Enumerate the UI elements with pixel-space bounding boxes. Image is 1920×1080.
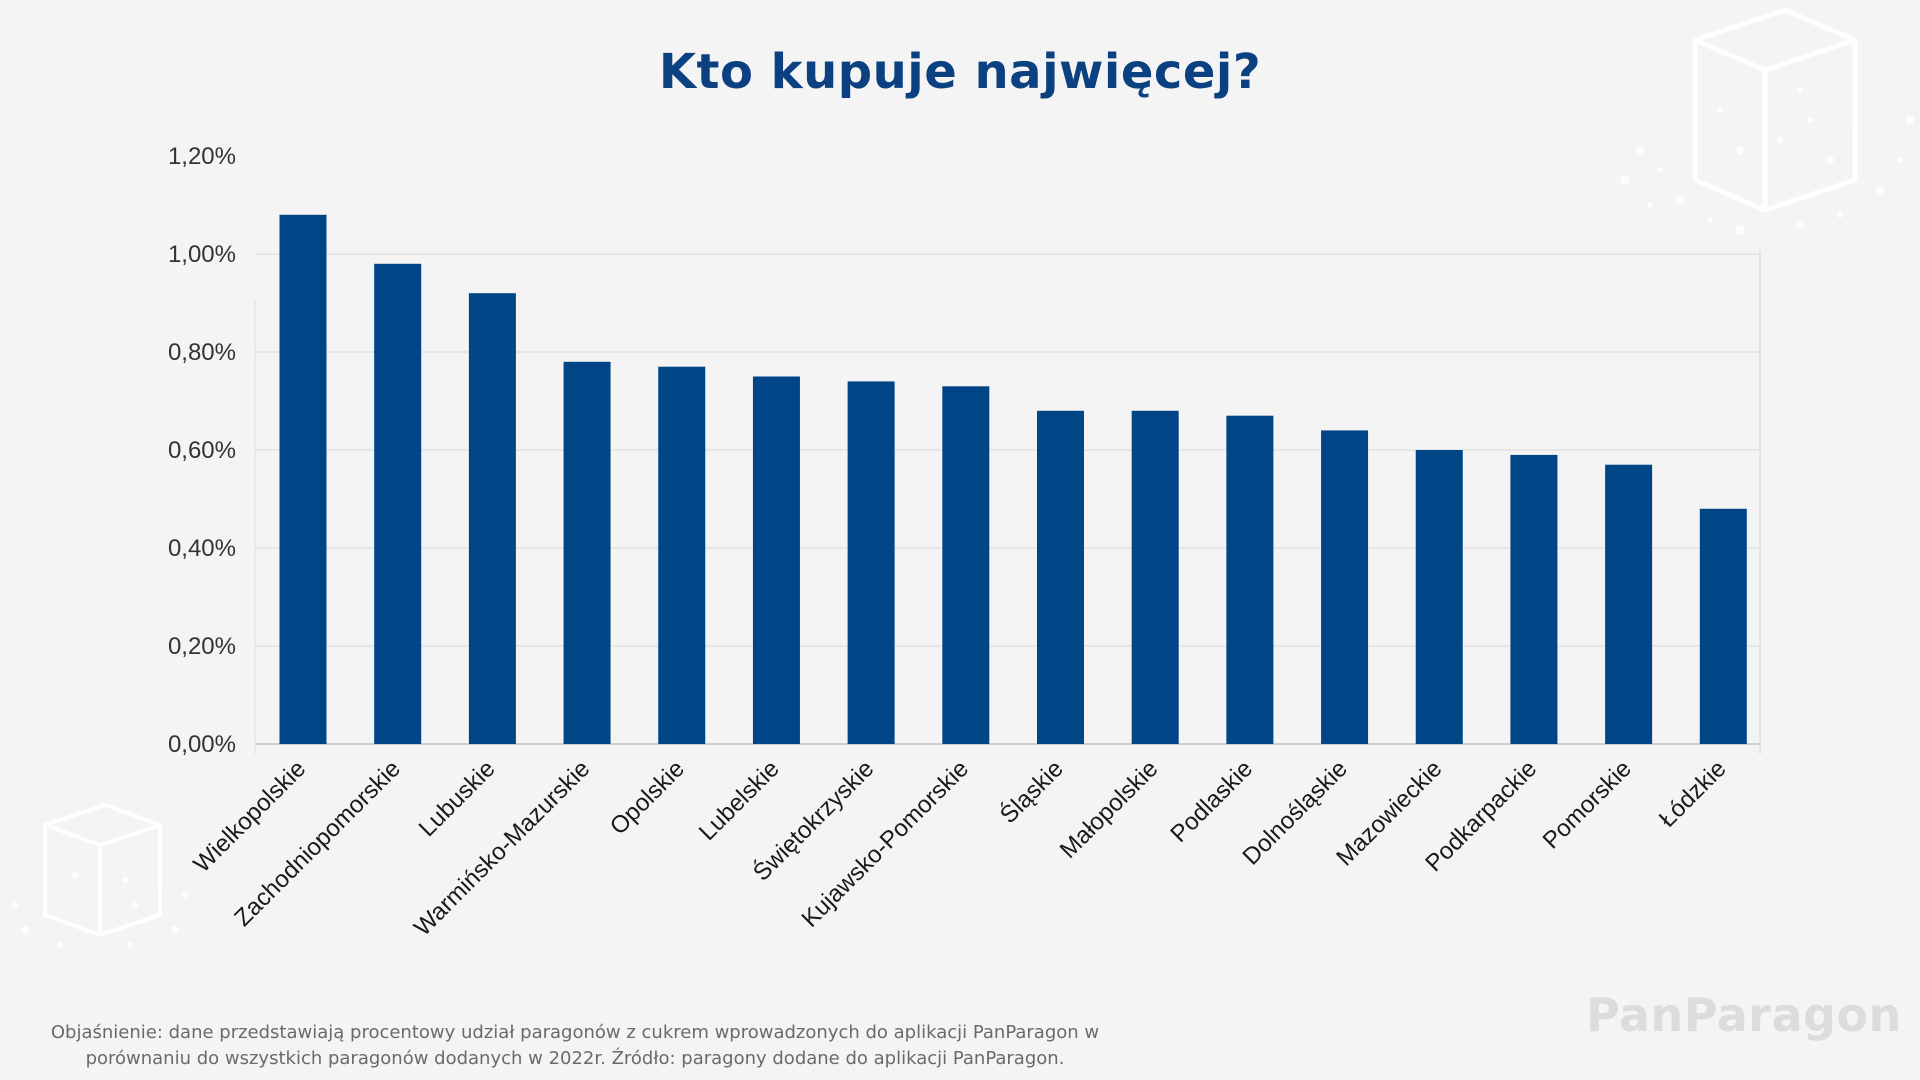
x-category-label: Lubelskie: [694, 755, 785, 846]
bar: [468, 293, 516, 744]
x-category-label: Łódzkie: [1654, 755, 1732, 833]
bar: [279, 214, 327, 745]
bar: [1699, 508, 1747, 744]
x-category-label: Opolskie: [605, 755, 690, 840]
y-tick-label: 0,60%: [168, 437, 236, 464]
chart-title: Kto kupuje najwięcej?: [658, 44, 1262, 100]
x-category-label: Małopolskie: [1055, 755, 1164, 864]
bar: [1131, 410, 1179, 744]
x-category-label: Warmińsko-Mazurskie: [409, 755, 595, 941]
y-tick-label: 0,20%: [168, 633, 236, 660]
footnote-line-1: Objaśnienie: dane przedstawiają procento…: [50, 1022, 1100, 1043]
y-tick-label: 0,80%: [168, 339, 236, 366]
bar: [1321, 430, 1369, 744]
footnote: Objaśnienie: dane przedstawiają procento…: [0, 1020, 1150, 1072]
bar: [374, 263, 422, 744]
footnote-line-2: porównaniu do wszystkich paragonów dodan…: [85, 1048, 1065, 1069]
bar: [1510, 454, 1558, 744]
x-category-label: Śląskie: [994, 754, 1069, 829]
bar: [1037, 410, 1084, 744]
bar-chart: 0,00%0,20%0,40%0,60%0,80%1,00%1,20% Wiel…: [168, 143, 1761, 941]
x-category-label: Podlaskie: [1165, 755, 1258, 848]
y-tick-label: 1,00%: [168, 241, 236, 268]
y-tick-label: 0,40%: [168, 535, 236, 562]
bar: [752, 376, 800, 744]
x-category-label: Zachodniopomorskie: [229, 755, 406, 932]
brand-logo: PanParagon: [1586, 988, 1902, 1042]
bar: [1605, 464, 1653, 744]
bar: [1226, 415, 1274, 744]
bar: [1415, 450, 1463, 744]
bar: [847, 381, 895, 744]
x-category-label: Pomorskie: [1538, 755, 1637, 854]
bar: [563, 361, 611, 744]
x-category-label: Lubuskie: [414, 755, 501, 842]
sugar-cube-icon: [12, 803, 188, 948]
bar: [942, 386, 990, 744]
y-tick-label: 0,00%: [168, 731, 236, 758]
bar: [658, 366, 706, 744]
x-category-label: Kujawsko-Pomorskie: [797, 755, 975, 933]
sugar-cube-icon: [1620, 7, 1914, 235]
y-tick-label: 1,20%: [168, 143, 236, 170]
